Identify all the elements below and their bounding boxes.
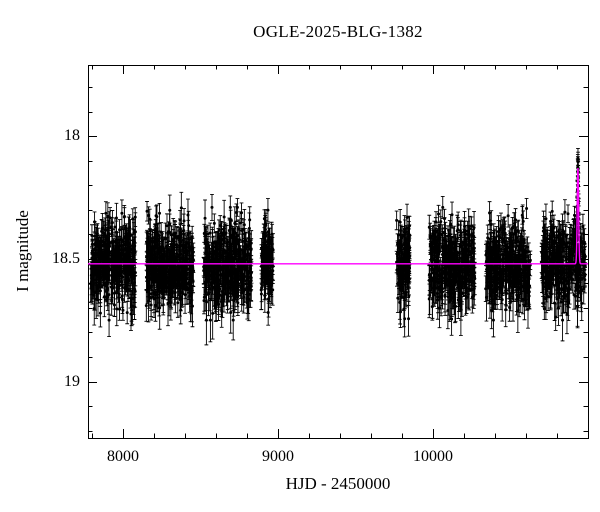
x-tick-label-9000: 9000 bbox=[262, 448, 294, 465]
y-tick-label-19: 19 bbox=[64, 373, 80, 390]
x-tick-label-10000: 10000 bbox=[413, 448, 453, 465]
x-tick-label-8000: 8000 bbox=[107, 448, 139, 465]
y-tick-label-18: 18 bbox=[64, 127, 80, 144]
y-tick-label-18.5: 18.5 bbox=[52, 250, 80, 267]
plot-title: OGLE-2025-BLG-1382 bbox=[253, 22, 423, 41]
x-axis-label: HJD - 2450000 bbox=[285, 474, 391, 493]
